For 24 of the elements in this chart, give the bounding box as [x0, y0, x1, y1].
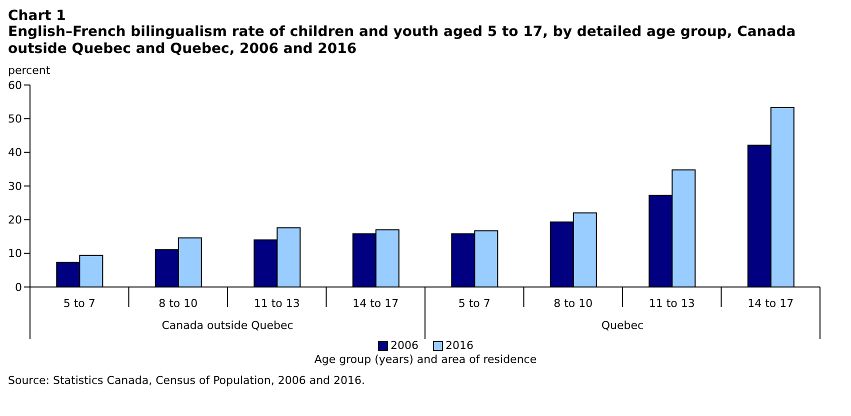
x-tick-label: 8 to 10: [158, 297, 198, 310]
x-tick-label: 8 to 10: [554, 297, 593, 310]
chart-title: Chart 1: [8, 8, 67, 24]
legend-label: 2016: [444, 339, 474, 352]
y-tick-label: 10: [8, 247, 22, 260]
x-axis-title: Age group (years) and area of residence: [313, 353, 538, 366]
x-tick-label: 5 to 7: [63, 297, 96, 310]
y-tick-label: 20: [8, 214, 22, 227]
x-tick-label: 14 to 17: [748, 297, 794, 310]
y-tick-label: 50: [8, 112, 22, 126]
y-tick-label: 30: [8, 180, 22, 193]
source-note: Source: Statistics Canada, Census of Population, 2006 and 2016.: [8, 374, 366, 387]
x-tick-label: 11 to 13: [648, 297, 695, 310]
x-tick-label: 5 to 7: [458, 297, 490, 310]
text: Quebec: [601, 319, 644, 332]
y-tick-label: 60: [8, 78, 22, 92]
text: Canada outside Quebec: [162, 319, 294, 332]
y-axis-title: percent: [8, 64, 52, 77]
y-tick-label: 40: [8, 146, 22, 160]
legend-label: 2006: [390, 339, 418, 352]
x-tick-label: 11 to 13: [254, 297, 300, 310]
chart-subtitle: English–French bilingualism rate of children and youth aged 5 to 17, by detailed age group, Canada outside Quebec and Quebec, 2006 and 2016: [8, 24, 797, 58]
y-tick-label: 0: [15, 280, 22, 294]
x-tick-label: 14 to 17: [352, 297, 399, 310]
